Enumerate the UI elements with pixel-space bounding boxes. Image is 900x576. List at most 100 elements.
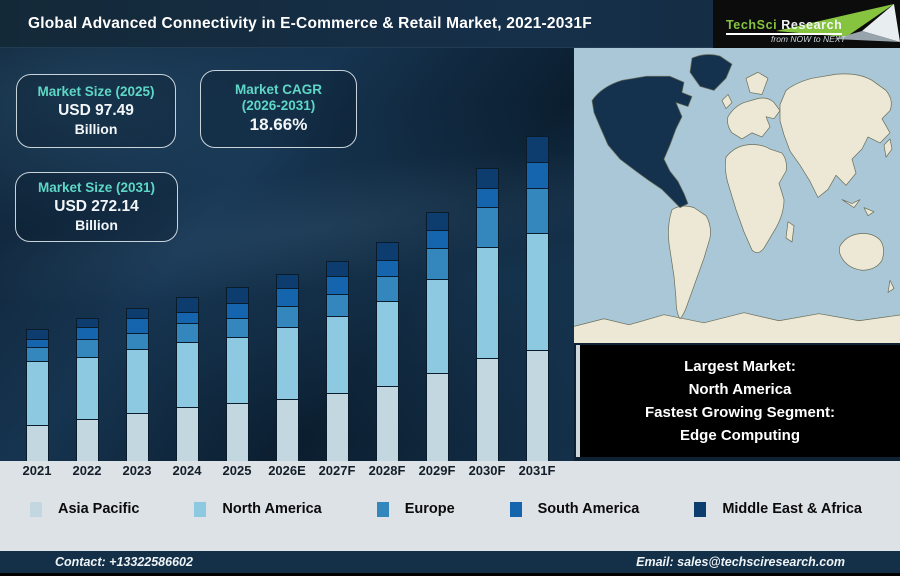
bar-segment	[375, 276, 399, 301]
bar-segment	[375, 301, 399, 386]
bar-segment	[75, 419, 99, 461]
x-axis-label: 2031F	[518, 463, 556, 478]
bar-segment	[225, 318, 249, 337]
bar-segment	[525, 162, 549, 188]
map-scandinavia	[745, 71, 769, 95]
x-axis-label: 2027F	[318, 463, 356, 478]
bar-segment	[525, 136, 549, 162]
kpi-market-cagr: Market CAGR (2026-2031) 18.66%	[200, 70, 357, 148]
map-africa	[724, 144, 787, 253]
bar-segment	[75, 357, 99, 419]
callout-line: Edge Computing	[680, 427, 800, 444]
bar-segment	[125, 413, 149, 461]
bar-segment	[425, 279, 449, 373]
bar-column-2028F	[362, 242, 412, 461]
bar-segment	[25, 347, 49, 361]
bar-segment	[475, 188, 499, 207]
bar-segment	[525, 233, 549, 350]
bar-segment	[225, 303, 249, 318]
chart-legend: Asia Pacific North America Europe South Ame…	[0, 501, 900, 517]
page-title: Global Advanced Connectivity in E-Commer…	[28, 14, 592, 32]
logo-tagline: from NOW to NEXT	[771, 34, 846, 44]
legend-item: Middle East & Africa	[694, 501, 862, 517]
bar-segment	[475, 247, 499, 358]
bar-segment	[175, 312, 199, 323]
bar-column-2027F	[312, 261, 362, 461]
legend-item: Asia Pacific	[30, 501, 139, 517]
bar-segment	[375, 242, 399, 260]
kpi-unit: Billion	[74, 121, 118, 137]
callout-line: Largest Market:	[684, 358, 796, 375]
right-panel: Largest Market: North America Fastest Gr…	[571, 48, 900, 461]
bar-segment	[25, 361, 49, 425]
main-content: Market Size (2025) USD 97.49 Billion Mar…	[0, 48, 900, 461]
map-japan	[883, 138, 893, 158]
bar-column-2030F	[462, 168, 512, 461]
legend-label: South America	[537, 501, 640, 517]
kpi-market-size-2031: Market Size (2031) USD 272.14 Billion	[15, 172, 178, 242]
x-axis-label: 2023	[122, 463, 152, 478]
bar-segment	[175, 342, 199, 407]
x-axis-label: 2026E	[268, 463, 306, 478]
map-europe	[727, 97, 781, 140]
x-axis-label: 2030F	[468, 463, 506, 478]
logo-brand-secondary: Research	[781, 18, 843, 32]
kpi-value: USD 97.49	[58, 102, 134, 119]
map-south-america	[668, 205, 711, 320]
stacked-bar-chart	[0, 48, 574, 461]
legend-item: Europe	[376, 501, 455, 517]
bar-column-2029F	[412, 212, 462, 461]
bar-segment	[475, 207, 499, 247]
bar-segment	[225, 287, 249, 303]
map-australia	[838, 233, 884, 271]
legend-swatch	[194, 501, 207, 517]
kpi-market-size-2025: Market Size (2025) USD 97.49 Billion	[16, 74, 176, 148]
bar-segment	[375, 260, 399, 276]
bar-segment	[475, 358, 499, 461]
bar-segment	[275, 399, 299, 461]
bar-segment	[275, 327, 299, 399]
bar-segment	[25, 425, 49, 461]
map-greenland-highlight	[689, 54, 733, 91]
bar-segment	[425, 212, 449, 230]
bar-column-2031F	[512, 136, 562, 461]
bar-column-2023	[112, 308, 162, 461]
techsci-logo: TechSci Research from NOW to NEXT	[713, 0, 900, 48]
bar-segment	[175, 323, 199, 342]
axis-and-legend-strip: 2021 2022 2023 2024 2025 2026E 2027F 2028F 2029F…	[0, 461, 900, 551]
bar-segment	[275, 306, 299, 327]
x-axis-labels: 2021 2022 2023 2024 2025 2026E 2027F 2028F 2029F…	[0, 463, 574, 478]
x-axis-label: 2025	[222, 463, 252, 478]
map-southeast-asia	[841, 199, 861, 208]
bar-segment	[125, 308, 149, 318]
map-madagascar	[785, 221, 795, 243]
legend-item: South America	[509, 501, 640, 517]
contact-email: Email: sales@techsciresearch.com	[636, 555, 845, 569]
chart-panel: Market Size (2025) USD 97.49 Billion Mar…	[0, 48, 574, 461]
bar-segment	[525, 188, 549, 233]
kpi-title: Market Size (2025)	[37, 84, 155, 99]
bar-segment	[325, 294, 349, 316]
bar-segment	[325, 316, 349, 393]
legend-swatch	[694, 501, 707, 517]
bar-column-2026E	[262, 274, 312, 461]
x-axis-label: 2021	[22, 463, 52, 478]
legend-swatch	[509, 501, 522, 517]
bar-segment	[25, 329, 49, 339]
bar-column-2025	[212, 287, 262, 461]
bar-segment	[225, 337, 249, 403]
legend-swatch	[30, 501, 42, 517]
x-axis-label: 2024	[172, 463, 202, 478]
contact-phone: Contact: +13322586602	[55, 555, 193, 569]
kpi-value: USD 272.14	[54, 198, 139, 215]
bar-segment	[25, 339, 49, 347]
x-axis-label: 2022	[72, 463, 102, 478]
map-asia	[779, 73, 892, 198]
legend-swatch	[376, 501, 389, 517]
kpi-subtitle: (2026-2031)	[241, 98, 316, 113]
footer-bar: Contact: +13322586602 Email: sales@techs…	[0, 551, 900, 573]
bar-segment	[175, 297, 199, 312]
logo-brand-primary: TechSci	[726, 18, 778, 32]
callout-line: North America	[688, 381, 792, 398]
